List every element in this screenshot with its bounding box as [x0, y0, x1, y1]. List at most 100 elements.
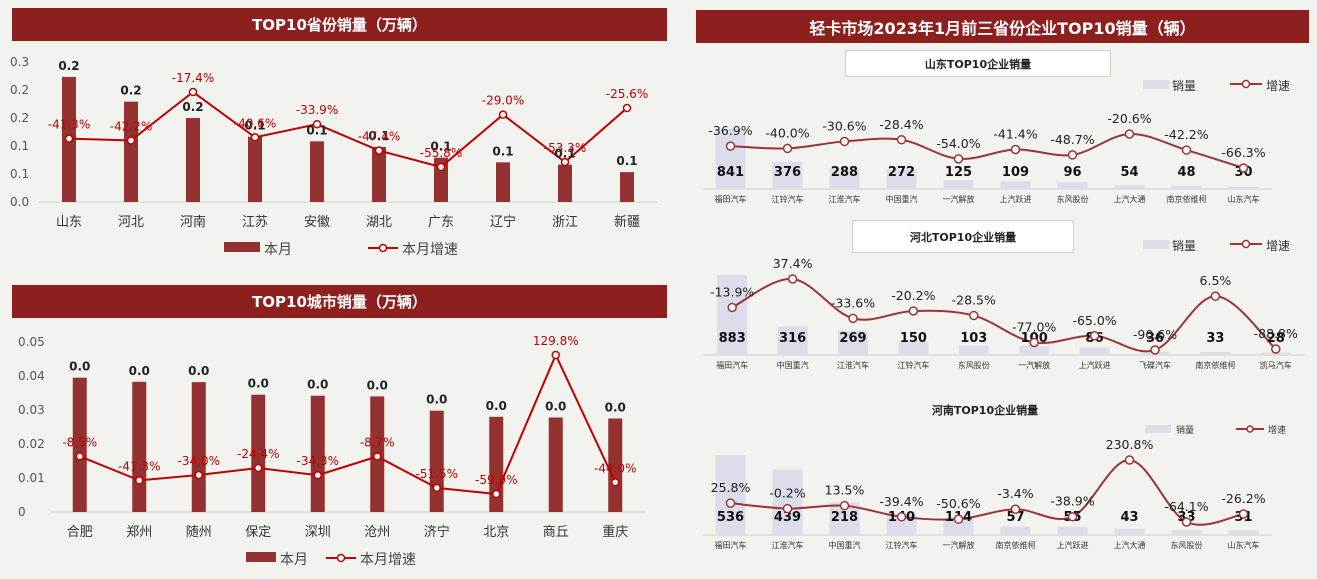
legend-line-marker [336, 553, 346, 563]
bar-value-label: 28 [1267, 331, 1285, 346]
growth-label: -33.6% [831, 295, 875, 310]
growth-marker [1150, 345, 1160, 355]
bar-value-label: 0.0 [605, 401, 626, 415]
bar [620, 172, 634, 202]
bar-value-label: 439 [774, 510, 801, 525]
legend-bar-swatch [246, 552, 276, 562]
bar [1057, 526, 1088, 535]
growth-label: 13.5% [825, 483, 865, 498]
y-tick-label: 0.2 [10, 111, 29, 125]
legend-line-label: 本月增速 [402, 242, 458, 258]
growth-label: -24.4% [237, 447, 279, 461]
legend-line-label: 本月增速 [360, 552, 416, 568]
growth-label: -25.6% [606, 87, 648, 101]
bar-value-label: 0.1 [306, 123, 327, 137]
growth-label: -20.2% [891, 288, 935, 303]
growth-marker [969, 310, 979, 321]
growth-label: -65.0% [1072, 313, 1116, 328]
growth-label: -53.3% [544, 141, 586, 155]
y-tick-label: 0.1 [10, 139, 29, 153]
legend-line-label: 增速 [1268, 424, 1286, 436]
growth-marker [1210, 291, 1221, 301]
growth-label: 129.8% [533, 334, 579, 348]
bar-value-label: 536 [717, 510, 744, 525]
x-category-label: 江铃汽车 [772, 194, 804, 204]
growth-label: -66.3% [1221, 145, 1265, 160]
bar [251, 394, 266, 512]
legend-line-marker [1241, 79, 1251, 89]
bar [191, 382, 206, 512]
city-chart-title: TOP10城市销量（万辆） [12, 285, 667, 318]
growth-label: -41.4% [993, 126, 1037, 141]
bar-value-label: 150 [900, 331, 927, 346]
growth-marker [374, 146, 384, 155]
growth-label: -38.9% [1050, 494, 1094, 509]
growth-marker [1181, 517, 1192, 527]
growth-label: -36.9% [708, 123, 752, 138]
bar [372, 146, 386, 202]
x-category-label: 浙江 [552, 215, 578, 230]
growth-marker [727, 302, 737, 313]
growth-marker [250, 133, 260, 142]
bar [1114, 185, 1145, 189]
growth-marker [373, 452, 382, 461]
growth-marker [75, 452, 84, 461]
legend-bar-swatch [224, 242, 260, 252]
growth-marker [1238, 509, 1249, 519]
bar-value-label: 316 [779, 331, 806, 346]
x-category-label: 郑州 [126, 525, 152, 540]
growth-marker [1181, 145, 1192, 155]
bar [1228, 530, 1259, 535]
bar-value-label: 0.0 [69, 360, 90, 374]
growth-label: -90.6% [1133, 327, 1177, 342]
growth-label: -40.0% [765, 125, 809, 140]
shandong-chart-title: 山东TOP10企业销量 [845, 50, 1111, 77]
x-category-label: 东风股份 [958, 360, 990, 370]
growth-label: -59.9% [475, 473, 517, 487]
legend-bar-label: 本月 [264, 242, 292, 258]
bar-value-label: 0.1 [244, 119, 265, 133]
x-category-label: 河北 [118, 215, 144, 230]
x-category-label: 广东 [428, 215, 454, 230]
growth-label: -33.9% [296, 103, 338, 117]
x-category-label: 凯马汽车 [1260, 360, 1292, 370]
y-tick-label: 0.02 [18, 437, 45, 451]
province-chart: 0.0 0.1 0.1 0.2 0.2 0.3 0.2 山东 0.2 河北 0.2 河南 0.1 江苏 0… [10, 55, 658, 258]
bar [429, 410, 444, 512]
bar [1000, 526, 1031, 535]
x-category-label: 中国重汽 [777, 360, 809, 370]
growth-label: -28.4% [879, 117, 923, 132]
growth-marker [313, 470, 322, 480]
bar-value-label: 125 [945, 165, 972, 180]
x-category-label: 山东汽车 [1228, 194, 1260, 204]
bar [72, 377, 87, 512]
city-chart: 0 0.01 0.02 0.03 0.04 0.05 0.0 合肥 0.0 郑州 0.0 随州 0.0… [18, 334, 645, 568]
growth-label: -48.7% [1050, 132, 1094, 147]
hebei-legend: 销量 增速 [1143, 239, 1290, 253]
growth-label: -54.0% [936, 136, 980, 151]
city-legend: 本月 本月增速 [246, 552, 416, 568]
x-category-label: 中国重汽 [886, 194, 918, 204]
bar [1000, 181, 1031, 189]
bar-value-label: 0.0 [367, 378, 388, 392]
growth-label: -44.0% [594, 461, 636, 475]
growth-marker [896, 135, 907, 145]
x-category-label: 深圳 [305, 525, 331, 540]
x-category-label: 上汽跃进 [1079, 360, 1111, 370]
x-category-label: 上汽跃进 [1057, 540, 1089, 550]
x-category-label: 一汽解放 [1018, 360, 1050, 370]
legend-line-marker [1241, 239, 1251, 249]
growth-label: 25.8% [711, 480, 751, 495]
growth-marker [953, 154, 964, 164]
bar [132, 381, 147, 512]
bar-value-label: 288 [831, 165, 858, 180]
bar-value-label: 0.1 [616, 154, 637, 168]
bar [1019, 345, 1050, 355]
legend-bar-label: 销量 [1172, 79, 1196, 93]
y-tick-label: 0.3 [10, 55, 29, 69]
x-category-label: 一汽解放 [943, 540, 975, 550]
bar [1171, 185, 1202, 189]
growth-label: -30.6% [822, 118, 866, 133]
growth-marker [908, 306, 919, 316]
